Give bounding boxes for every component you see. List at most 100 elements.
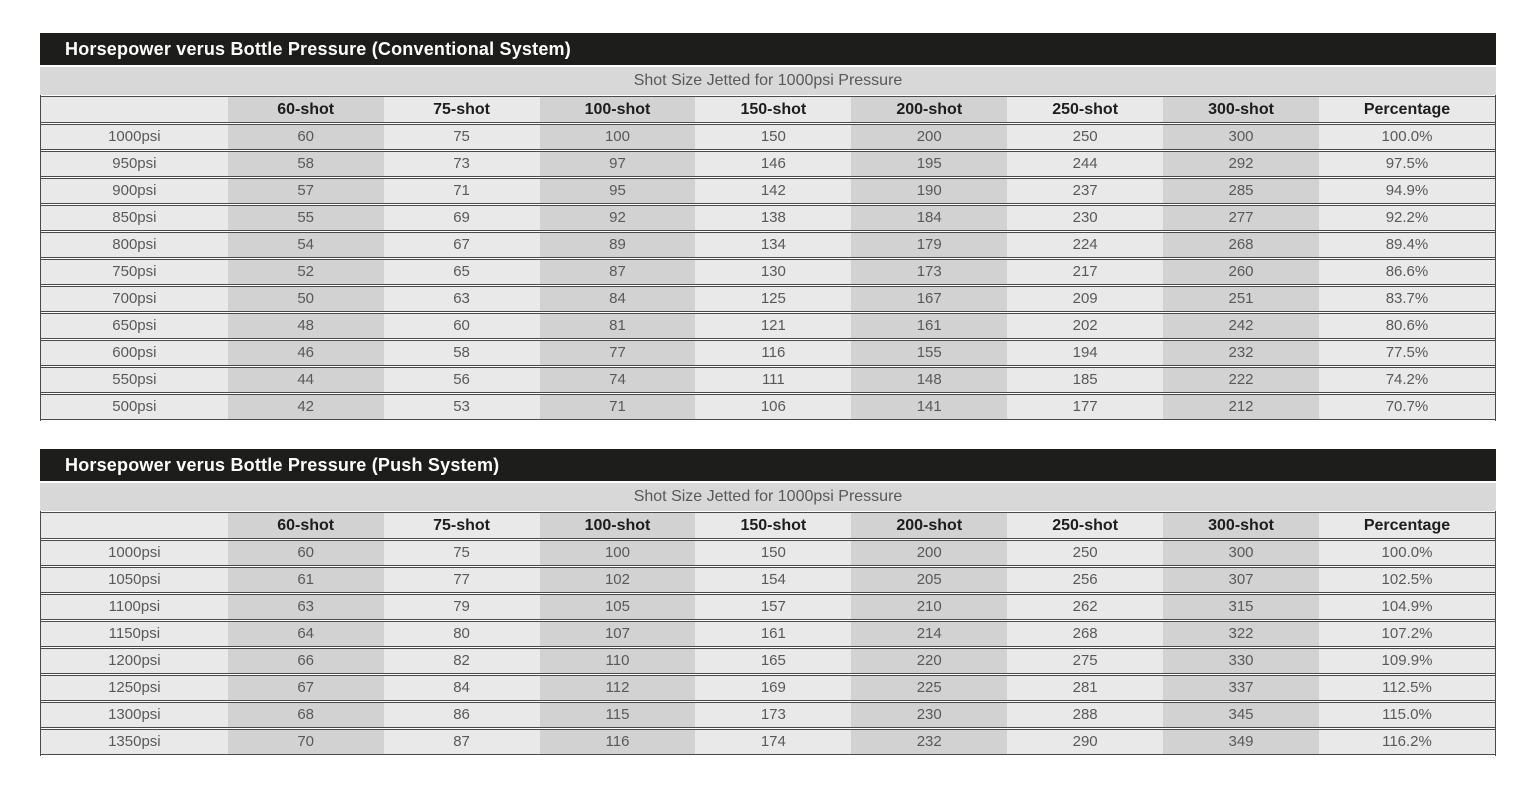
cell-60-shot: 50	[227, 286, 384, 312]
row-label-cell: 950psi	[41, 151, 228, 177]
cell-300-shot: 322	[1163, 621, 1319, 647]
header-300-shot: 300-shot	[1163, 96, 1319, 123]
cell-100-shot: 71	[539, 394, 696, 420]
cell-300-shot: 260	[1163, 259, 1319, 285]
cell-100-shot: 81	[539, 313, 696, 339]
cell-percentage: 109.9%	[1318, 648, 1495, 674]
cell-150-shot: 150	[695, 124, 852, 150]
cell-150-shot: 173	[695, 702, 852, 728]
cell-60-shot: 54	[227, 232, 384, 258]
row-label-cell: 550psi	[41, 367, 228, 393]
header-pressure	[41, 512, 228, 539]
table-row: 1250psi 67 84 112 169 225 281 337 112.5%	[41, 675, 1495, 701]
row-label-cell: 700psi	[41, 286, 228, 312]
header-100-shot: 100-shot	[539, 96, 696, 123]
cell-60-shot: 70	[227, 729, 384, 755]
cell-300-shot: 330	[1163, 648, 1319, 674]
cell-100-shot: 74	[539, 367, 696, 393]
cell-200-shot: 148	[851, 367, 1008, 393]
cell-60-shot: 64	[227, 621, 384, 647]
cell-250-shot: 268	[1007, 621, 1164, 647]
cell-75-shot: 69	[383, 205, 540, 231]
cell-150-shot: 174	[695, 729, 852, 755]
cell-75-shot: 82	[383, 648, 540, 674]
cell-150-shot: 165	[695, 648, 852, 674]
cell-200-shot: 173	[851, 259, 1008, 285]
header-75-shot: 75-shot	[383, 96, 540, 123]
cell-75-shot: 58	[383, 340, 540, 366]
cell-250-shot: 250	[1007, 124, 1164, 150]
table-title: Horsepower verus Bottle Pressure (Conven…	[65, 39, 571, 59]
cell-150-shot: 106	[695, 394, 852, 420]
cell-150-shot: 130	[695, 259, 852, 285]
table-row: 600psi 46 58 77 116 155 194 232 77.5%	[41, 340, 1495, 366]
cell-100-shot: 107	[539, 621, 696, 647]
cell-150-shot: 161	[695, 621, 852, 647]
cell-percentage: 115.0%	[1318, 702, 1495, 728]
cell-100-shot: 102	[539, 567, 696, 593]
cell-100-shot: 112	[539, 675, 696, 701]
cell-250-shot: 230	[1007, 205, 1164, 231]
table-row: 1100psi 63 79 105 157 210 262 315 104.9%	[41, 594, 1495, 620]
conventional-system-table: Horsepower verus Bottle Pressure (Conven…	[40, 33, 1496, 421]
pressure-shot-table: 60-shot 75-shot 100-shot 150-shot 200-sh…	[40, 95, 1496, 421]
cell-75-shot: 80	[383, 621, 540, 647]
cell-percentage: 107.2%	[1318, 621, 1495, 647]
cell-200-shot: 161	[851, 313, 1008, 339]
table-row: 500psi 42 53 71 106 141 177 212 70.7%	[41, 394, 1495, 420]
cell-percentage: 74.2%	[1318, 367, 1495, 393]
row-label-cell: 650psi	[41, 313, 228, 339]
cell-60-shot: 52	[227, 259, 384, 285]
cell-150-shot: 111	[695, 367, 852, 393]
cell-100-shot: 89	[539, 232, 696, 258]
table-row: 800psi 54 67 89 134 179 224 268 89.4%	[41, 232, 1495, 258]
table-row: 950psi 58 73 97 146 195 244 292 97.5%	[41, 151, 1495, 177]
row-label-cell: 750psi	[41, 259, 228, 285]
cell-100-shot: 97	[539, 151, 696, 177]
cell-200-shot: 205	[851, 567, 1008, 593]
cell-100-shot: 116	[539, 729, 696, 755]
table-subtitle: Shot Size Jetted for 1000psi Pressure	[40, 483, 1496, 511]
cell-percentage: 89.4%	[1318, 232, 1495, 258]
cell-75-shot: 71	[383, 178, 540, 204]
row-label-cell: 500psi	[41, 394, 228, 420]
row-label-cell: 1050psi	[41, 567, 228, 593]
cell-60-shot: 66	[227, 648, 384, 674]
cell-200-shot: 220	[851, 648, 1008, 674]
cell-60-shot: 48	[227, 313, 384, 339]
cell-200-shot: 232	[851, 729, 1008, 755]
table-row: 700psi 50 63 84 125 167 209 251 83.7%	[41, 286, 1495, 312]
cell-150-shot: 146	[695, 151, 852, 177]
cell-150-shot: 116	[695, 340, 852, 366]
cell-250-shot: 281	[1007, 675, 1164, 701]
cell-percentage: 112.5%	[1318, 675, 1495, 701]
push-system-table: Horsepower verus Bottle Pressure (Push S…	[40, 449, 1496, 756]
table-row: 1350psi 70 87 116 174 232 290 349 116.2%	[41, 729, 1495, 755]
cell-60-shot: 60	[227, 540, 384, 566]
cell-150-shot: 125	[695, 286, 852, 312]
table-row: 1000psi 60 75 100 150 200 250 300 100.0%	[41, 540, 1495, 566]
header-150-shot: 150-shot	[695, 96, 852, 123]
cell-percentage: 100.0%	[1318, 124, 1495, 150]
cell-300-shot: 212	[1163, 394, 1319, 420]
table-title-bar: Horsepower verus Bottle Pressure (Push S…	[40, 449, 1496, 481]
cell-60-shot: 46	[227, 340, 384, 366]
row-label-cell: 1150psi	[41, 621, 228, 647]
cell-300-shot: 251	[1163, 286, 1319, 312]
cell-75-shot: 65	[383, 259, 540, 285]
cell-75-shot: 67	[383, 232, 540, 258]
cell-percentage: 80.6%	[1318, 313, 1495, 339]
cell-200-shot: 200	[851, 124, 1008, 150]
row-label-cell: 1350psi	[41, 729, 228, 755]
header-150-shot: 150-shot	[695, 512, 852, 539]
cell-200-shot: 195	[851, 151, 1008, 177]
pressure-shot-table: 60-shot 75-shot 100-shot 150-shot 200-sh…	[40, 511, 1496, 756]
cell-100-shot: 87	[539, 259, 696, 285]
cell-75-shot: 60	[383, 313, 540, 339]
cell-150-shot: 157	[695, 594, 852, 620]
cell-250-shot: 262	[1007, 594, 1164, 620]
row-label-cell: 1250psi	[41, 675, 228, 701]
cell-300-shot: 300	[1163, 540, 1319, 566]
cell-250-shot: 237	[1007, 178, 1164, 204]
cell-percentage: 86.6%	[1318, 259, 1495, 285]
